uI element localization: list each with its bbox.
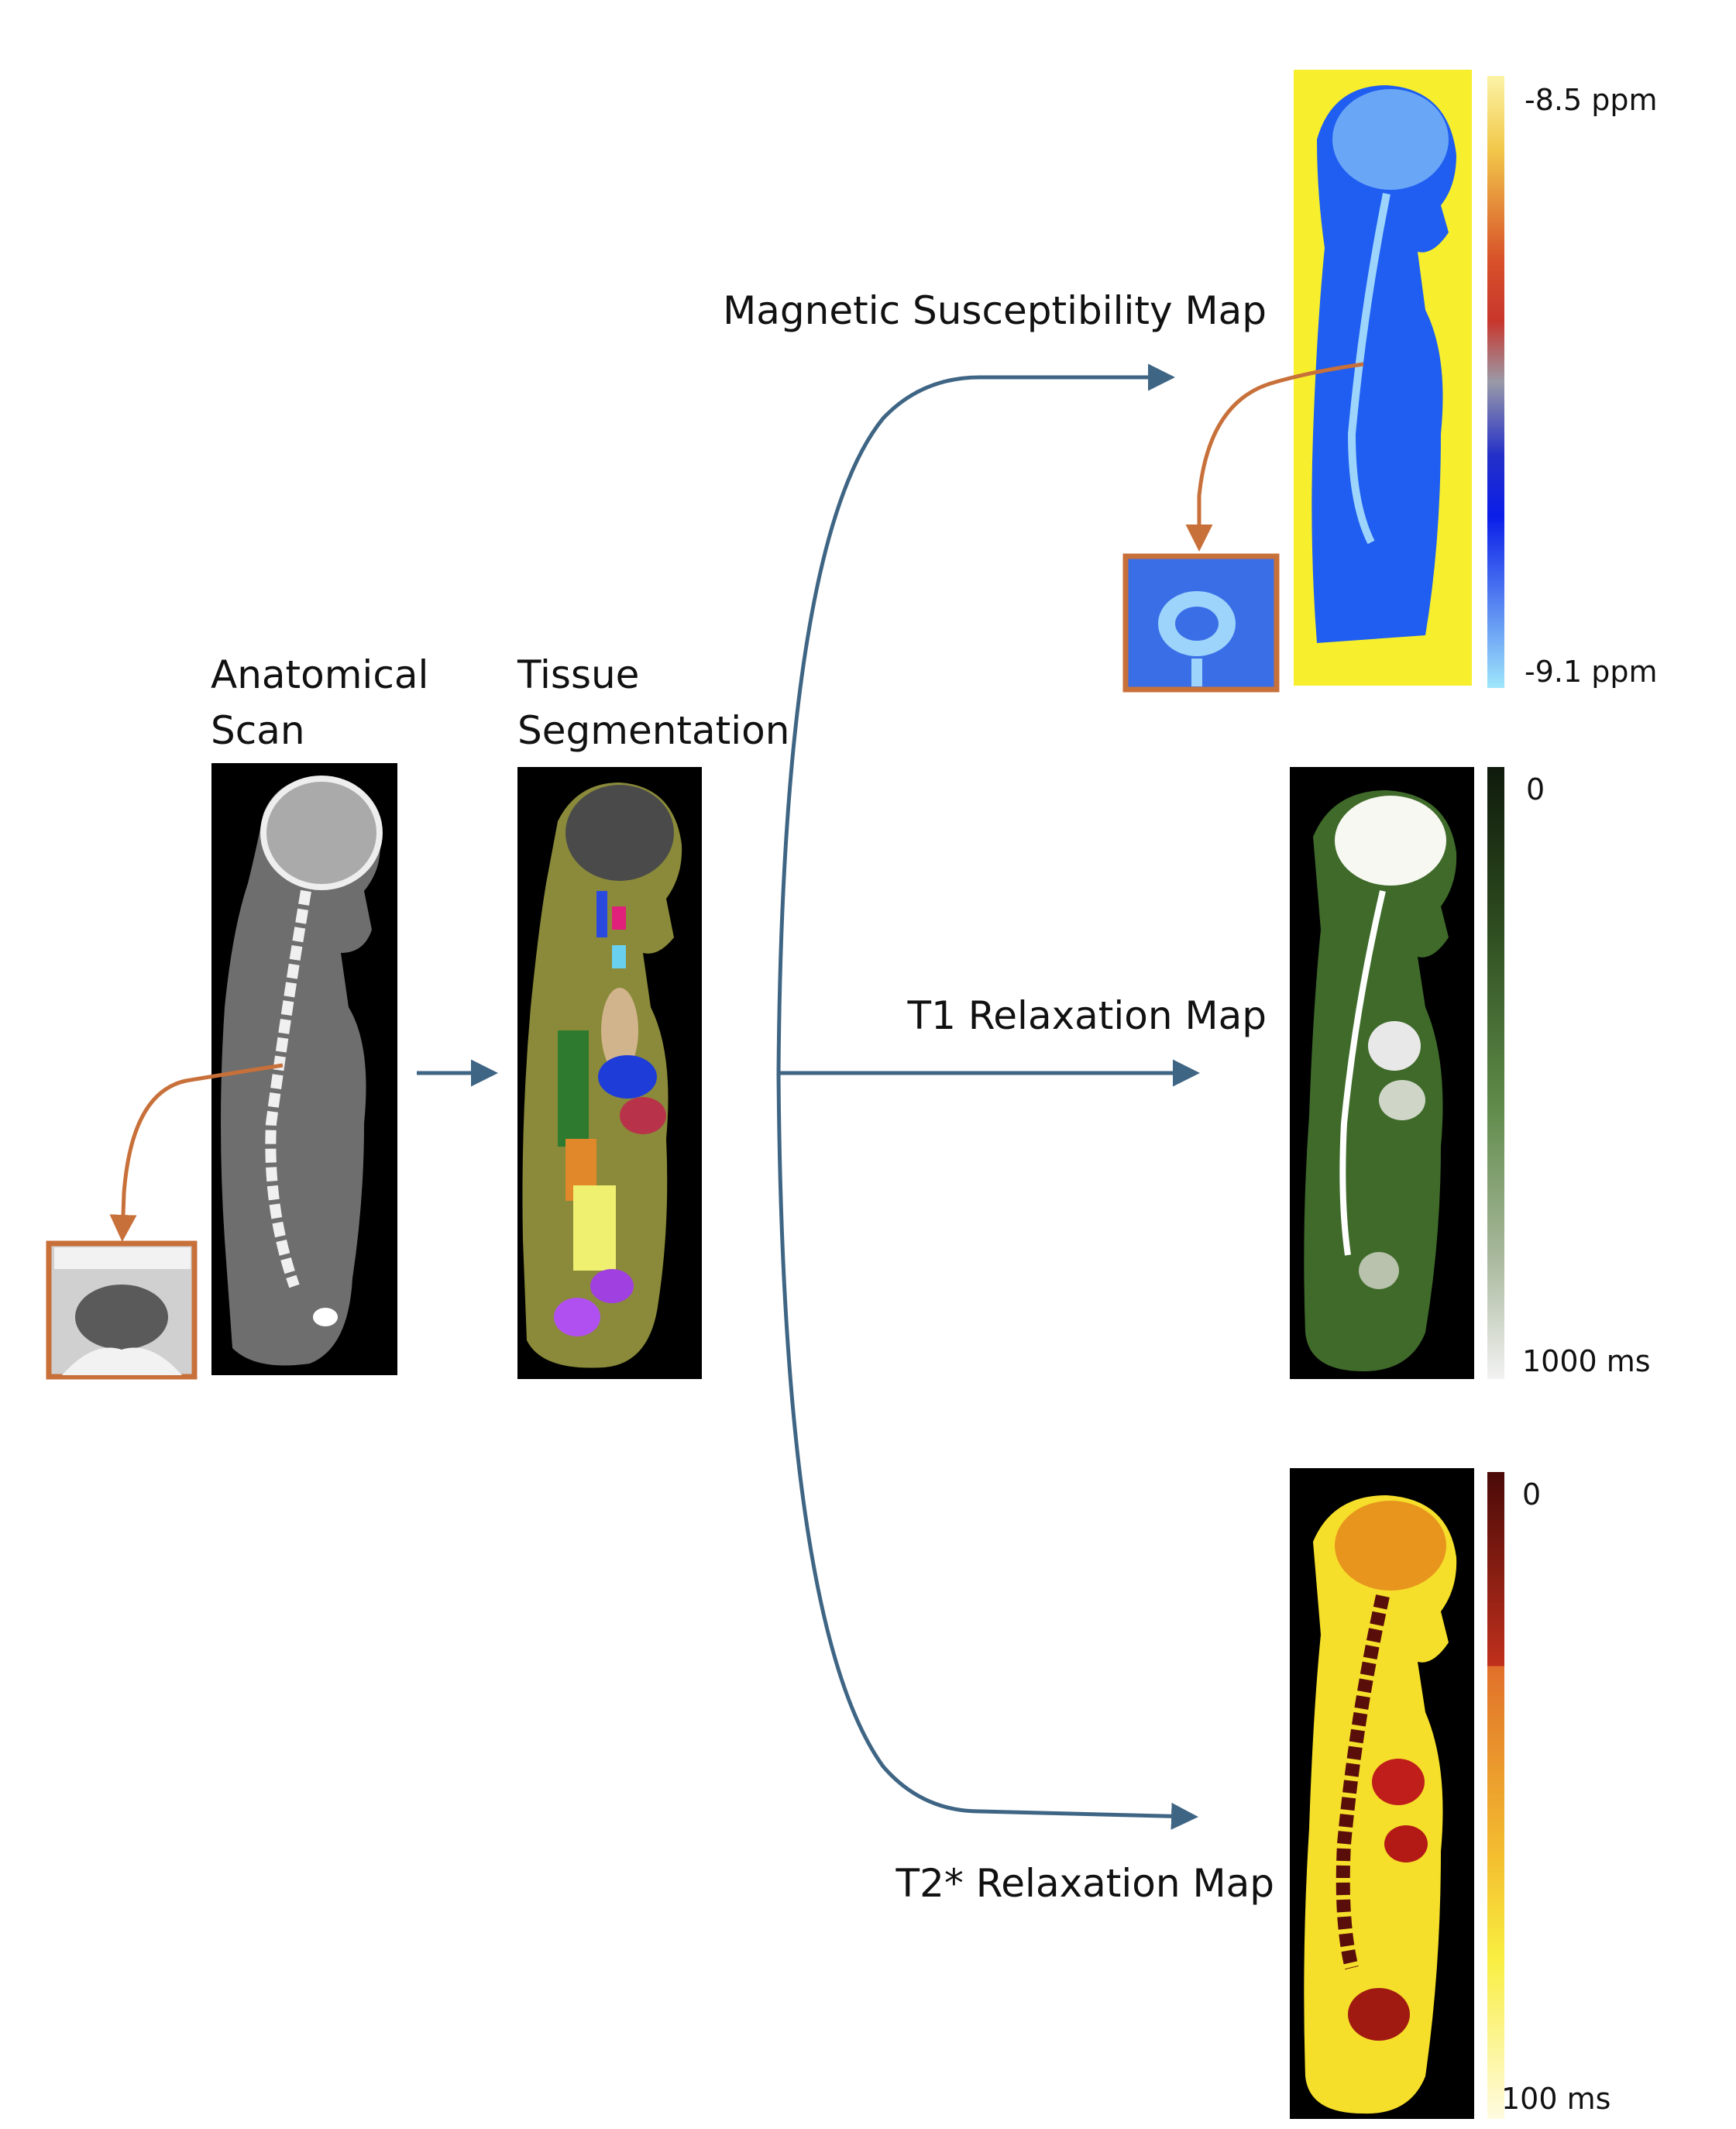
- t2star-colorbar: [1487, 1472, 1504, 2119]
- t1-colorbar-bottom-label: 1000 ms: [1522, 1344, 1651, 1378]
- vertebra-zoom-inset-ct: [46, 1240, 198, 1380]
- t1-colorbar: [1487, 767, 1504, 1379]
- arrow-to-t2star: [776, 1072, 1198, 1830]
- susceptibility-map-image: [1294, 70, 1472, 686]
- anatomical-scan-label-line1: Anatomical: [211, 652, 428, 697]
- t2star-colorbar-top-label: 0: [1522, 1477, 1541, 1512]
- t2star-colorbar-bottom-label: 100 ms: [1501, 2082, 1611, 2116]
- t1-map-image: [1290, 767, 1474, 1379]
- segmented-sagittal-body-image: [517, 767, 702, 1379]
- vertebra-zoom-inset-susceptibility: [1122, 553, 1280, 693]
- t2star-map-label: T2* Relaxation Map: [896, 1861, 1274, 1906]
- ct-inset-link: [109, 1063, 284, 1242]
- t2star-map-image: [1290, 1468, 1474, 2119]
- susceptibility-inset-link: [1185, 362, 1364, 552]
- susceptibility-colorbar-top-label: -8.5 ppm: [1525, 83, 1657, 117]
- anatomical-scan-label-line2: Scan: [211, 708, 305, 753]
- tissue-segmentation-label-line1: Tissue: [517, 652, 639, 697]
- ct-sagittal-body-image: [211, 763, 397, 1375]
- susceptibility-map-label: Magnetic Susceptibility Map: [723, 288, 1267, 333]
- arrow-to-susceptibility: [776, 363, 1175, 1074]
- susceptibility-colorbar-bottom-label: -9.1 ppm: [1525, 655, 1657, 689]
- susceptibility-colorbar: [1487, 76, 1504, 688]
- t1-colorbar-top-label: 0: [1526, 772, 1545, 807]
- t1-map-label: T1 Relaxation Map: [907, 993, 1267, 1038]
- tissue-segmentation-label-line2: Segmentation: [517, 708, 789, 753]
